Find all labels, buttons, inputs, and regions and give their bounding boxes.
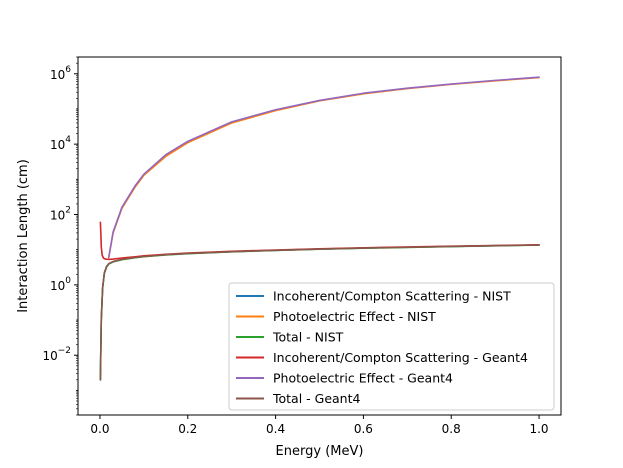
legend-label-4: Photoelectric Effect - Geant4 <box>273 371 453 386</box>
x-axis-label: Energy (MeV) <box>276 444 364 459</box>
legend-label-2: Total - NIST <box>272 330 344 345</box>
legend-label-1: Photoelectric Effect - NIST <box>273 309 436 324</box>
series-layer <box>99 76 540 381</box>
x-tick-label-2: 0.4 <box>266 422 285 436</box>
x-tick-label-1: 0.2 <box>178 422 197 436</box>
legend: Incoherent/Compton Scattering - NIST Phot… <box>228 282 555 411</box>
y-axis: 10−2 100 102 104 106 <box>42 56 78 416</box>
x-tick-label-3: 0.6 <box>354 422 373 436</box>
y-axis-label: Interaction Length (cm) <box>16 159 31 313</box>
axes-frame <box>77 56 562 416</box>
series-line-5 <box>99 244 540 381</box>
legend-label-0: Incoherent/Compton Scattering - NIST <box>273 289 511 304</box>
y-tick-label-3: 104 <box>50 135 71 152</box>
series-line-4 <box>107 76 540 259</box>
x-tick-label-0: 0.0 <box>90 422 109 436</box>
series-line-3 <box>99 221 540 261</box>
legend-frame <box>228 282 555 411</box>
legend-label-3: Incoherent/Compton Scattering - Geant4 <box>273 350 528 365</box>
y-tick-label-2: 102 <box>50 206 71 223</box>
x-axis: 0.0 0.2 0.4 0.6 0.8 1.0 <box>90 415 549 436</box>
x-tick-label-4: 0.8 <box>442 422 461 436</box>
x-tick-label-5: 1.0 <box>529 422 548 436</box>
legend-label-5: Total - Geant4 <box>272 391 361 406</box>
y-tick-label-0: 10−2 <box>42 346 71 363</box>
y-tick-label-1: 100 <box>50 276 71 293</box>
y-tick-label-4: 106 <box>50 65 71 82</box>
series-line-1 <box>107 76 540 259</box>
